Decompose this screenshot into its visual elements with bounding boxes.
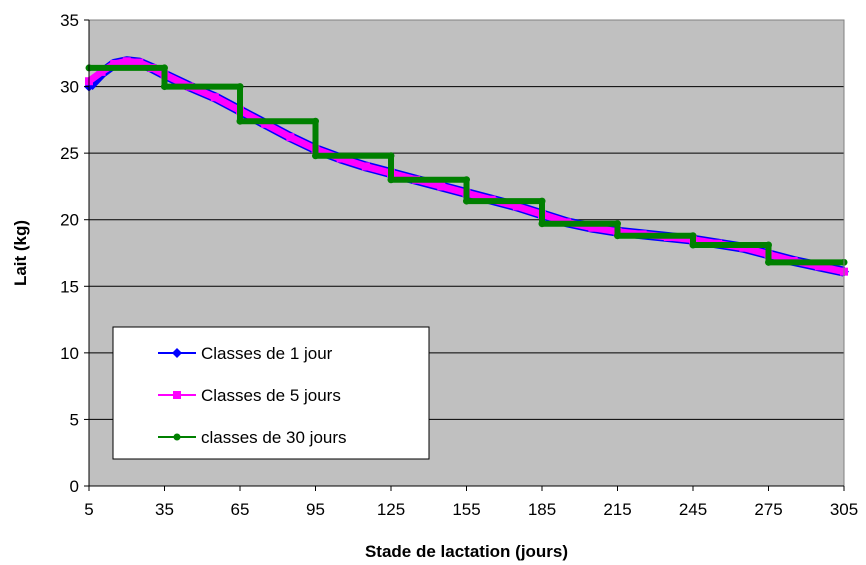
data-point bbox=[312, 152, 319, 160]
data-point bbox=[236, 117, 244, 125]
data-point bbox=[463, 176, 470, 184]
legend-label: classes de 30 jours bbox=[201, 428, 347, 447]
legend-marker bbox=[172, 348, 182, 358]
legend-item: Classes de 5 jours bbox=[158, 386, 341, 405]
data-point bbox=[614, 232, 621, 240]
legend-marker bbox=[173, 391, 181, 399]
x-tick-label: 305 bbox=[830, 500, 858, 519]
data-point bbox=[161, 64, 168, 72]
data-point bbox=[538, 220, 546, 228]
y-tick-label: 25 bbox=[60, 144, 79, 163]
x-tick-label: 275 bbox=[754, 500, 782, 519]
data-point bbox=[765, 241, 772, 249]
data-point bbox=[110, 59, 119, 68]
data-point bbox=[437, 182, 446, 191]
legend-label: Classes de 1 jour bbox=[201, 344, 333, 363]
data-point bbox=[122, 57, 131, 66]
legend-item: Classes de 1 jour bbox=[158, 344, 333, 363]
data-point bbox=[765, 258, 772, 266]
x-axis-title: Stade de lactation (jours) bbox=[365, 542, 568, 561]
series-line bbox=[86, 57, 845, 276]
data-point bbox=[814, 262, 823, 271]
y-tick-label: 20 bbox=[60, 211, 79, 230]
data-point bbox=[538, 197, 546, 205]
data-point bbox=[463, 197, 470, 205]
y-axis-title: Lait (kg) bbox=[11, 220, 30, 286]
legend-label: Classes de 5 jours bbox=[201, 386, 341, 405]
legend-item: classes de 30 jours bbox=[158, 428, 347, 447]
x-tick-label: 5 bbox=[84, 500, 93, 519]
data-point bbox=[97, 67, 106, 76]
data-point bbox=[312, 117, 319, 125]
y-tick-label: 15 bbox=[60, 277, 79, 296]
series-3 bbox=[85, 64, 848, 266]
data-point bbox=[588, 223, 597, 232]
data-point bbox=[512, 202, 521, 211]
data-point bbox=[161, 83, 168, 91]
data-point bbox=[135, 58, 144, 67]
x-tick-label: 95 bbox=[306, 500, 325, 519]
x-tick-label: 125 bbox=[377, 500, 405, 519]
data-point bbox=[236, 83, 244, 91]
data-point bbox=[387, 152, 395, 160]
data-point bbox=[387, 176, 395, 184]
data-point bbox=[689, 241, 697, 249]
x-tick-label: 155 bbox=[452, 500, 480, 519]
data-point bbox=[614, 220, 621, 228]
x-tick-label: 215 bbox=[603, 500, 631, 519]
data-point bbox=[361, 162, 370, 171]
data-point bbox=[689, 232, 697, 240]
x-tick-label: 185 bbox=[528, 500, 556, 519]
legend-marker bbox=[173, 433, 181, 441]
y-tick-label: 0 bbox=[70, 477, 79, 496]
y-tick-label: 5 bbox=[70, 410, 79, 429]
y-tick-label: 30 bbox=[60, 78, 79, 97]
y-tick-label: 35 bbox=[60, 11, 79, 30]
data-point bbox=[210, 93, 219, 102]
y-tick-label: 10 bbox=[60, 344, 79, 363]
axes bbox=[84, 19, 845, 491]
data-point bbox=[286, 133, 295, 142]
x-tick-label: 35 bbox=[155, 500, 174, 519]
legend: Classes de 1 jour Classes de 5 jours class… bbox=[112, 326, 430, 460]
series-layer bbox=[84, 56, 849, 277]
x-tick-label: 245 bbox=[679, 500, 707, 519]
x-tick-label: 65 bbox=[231, 500, 250, 519]
